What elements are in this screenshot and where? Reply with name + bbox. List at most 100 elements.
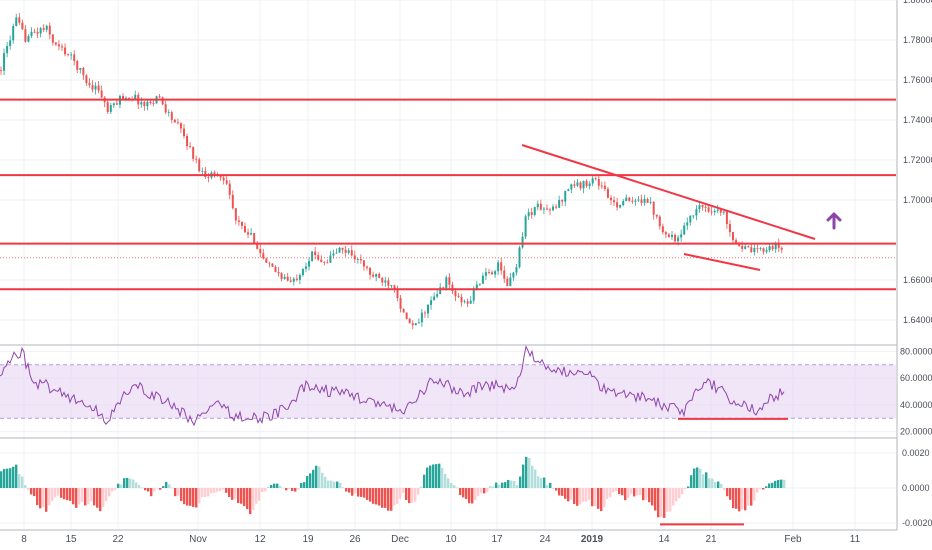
histogram-bar [306,476,309,488]
histogram-bar [183,488,186,505]
lower-trendline[interactable] [683,253,761,271]
candle-body [48,25,51,35]
candle-body [372,274,375,277]
candle-body [396,289,399,299]
candle-body [765,250,768,252]
histogram-bar [531,465,534,488]
histogram-bar [225,488,228,493]
candle-body [695,209,698,216]
candle-body [527,212,530,217]
candle-body [491,272,494,275]
candle-body [420,312,423,323]
candle-body [253,232,256,244]
histogram-bar [780,479,783,488]
histogram-bar [333,481,336,488]
candle-body [430,300,433,305]
candle-body [677,237,680,242]
candle-body [73,54,76,62]
histogram-bar [675,488,678,502]
candle-body [30,31,33,37]
histogram-bar [657,488,660,518]
histogram-bar [372,488,375,504]
candle-body [652,201,655,215]
candle-body [0,70,2,71]
upper-trendline[interactable] [521,144,816,240]
histogram-bar [765,486,768,488]
candle-body [201,171,204,172]
candle-body [655,214,658,217]
histogram-bar [105,488,108,502]
histogram-bar [189,488,192,506]
candle-body [616,202,619,208]
histogram-panel[interactable] [0,456,786,526]
candle-body [521,236,524,248]
candle-body [646,198,649,203]
candle-body [311,251,314,262]
histogram-bar [375,488,378,505]
histogram-bar [303,482,306,488]
histogram-bar [642,488,645,501]
candle-body [488,272,490,273]
price-panel[interactable]: 1.750181.712461.678181.655401.6711103:04… [0,13,932,330]
histogram-bar [84,488,87,506]
candle-body [777,242,780,248]
candle-body [222,177,225,181]
histogram-bar [30,488,33,495]
candle-body [460,297,463,303]
trendlines[interactable] [521,144,816,271]
price-axis[interactable]: 1.80000 1.78000 1.76000 1.74000 1.72000 1.700… [896,0,932,550]
histogram-bar [87,488,90,505]
histogram-bar [273,483,276,488]
time-axis[interactable]: 8 15 22 Nov 12 19 26 Dec 10 17 24 2019 14 21 Feb 11 [21,534,860,545]
histogram-bar [192,488,195,507]
candle-body [405,312,408,319]
histogram-bar [156,488,159,489]
histogram-bar [663,488,666,518]
candle-body [698,205,701,210]
candle-body [716,209,719,211]
histogram-bar [585,488,588,502]
time-label: 26 [349,534,361,545]
time-label: 8 [21,534,27,545]
histogram-bar [69,488,72,501]
histogram-bar [690,475,693,488]
histogram-bar [261,488,264,493]
horizontal-levels[interactable]: 1.750181.712461.678181.655401.6711103:04… [0,92,932,297]
candle-body [680,234,683,238]
candle-body [494,271,497,275]
histogram-bar [342,487,345,488]
histogram-bar [717,481,720,488]
candle-body [768,246,771,251]
histogram-bar [669,488,672,512]
histogram-bar [201,488,204,498]
price-tick-label: 1.74000 [903,115,932,125]
candle-body [753,247,756,253]
candle-body [402,308,405,313]
candle-body [689,215,692,223]
histogram-bar [33,488,36,497]
rsi-tick-label: 40.0000 [900,400,932,410]
candle-body [603,185,606,189]
candle-body [305,266,307,269]
price-tick-label: 1.76000 [903,75,932,85]
histogram-bar [180,488,183,501]
histogram-bar [216,488,219,492]
histogram-bar [243,488,246,507]
histogram-bar [291,488,294,491]
histogram-bar [645,488,648,500]
candle-body [143,102,146,107]
histogram-bar [72,488,75,505]
rsi-panel[interactable] [0,344,896,427]
candle-body [732,232,734,241]
histogram-bar [285,488,288,491]
rsi-tick-label: 60.0000 [900,373,932,383]
candle-body [262,253,265,259]
histogram-bar [501,482,504,488]
candle-body [707,207,710,212]
candle-body [18,17,21,23]
candle-body [356,259,359,260]
candle-body [500,262,503,271]
candle-body [240,221,243,226]
histogram-bar [555,488,558,491]
